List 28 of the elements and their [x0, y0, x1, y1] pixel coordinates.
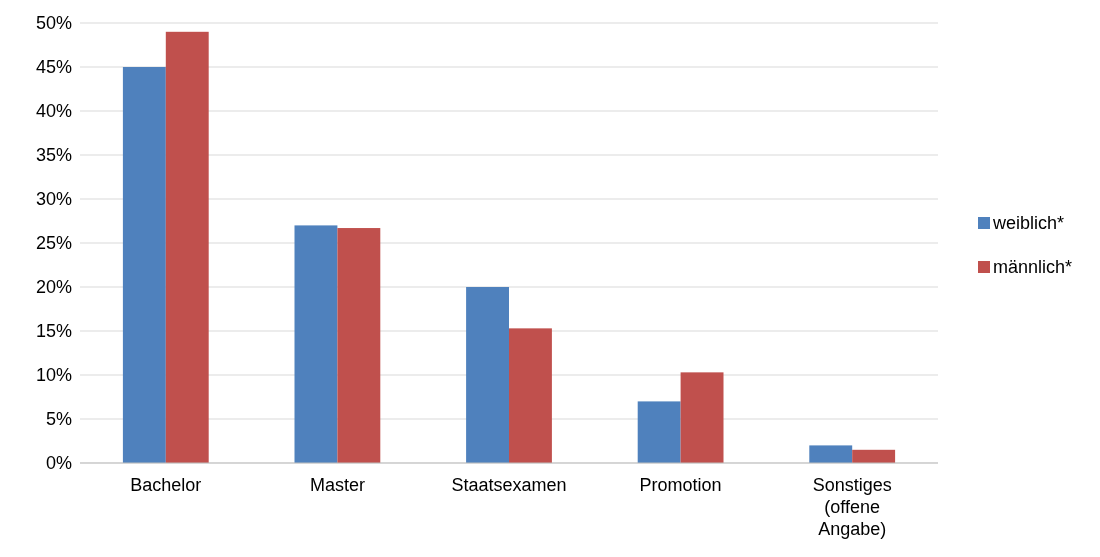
bar: [122, 67, 166, 463]
x-tick-label: Sonstiges (offene Angabe): [812, 475, 892, 539]
bar: [852, 449, 896, 463]
y-tick-label: 25%: [35, 233, 72, 254]
y-tick-label: 35%: [35, 145, 72, 166]
x-tick-label: Promotion: [639, 475, 722, 495]
y-tick-label: 30%: [35, 189, 72, 210]
y-tick-label: 40%: [35, 101, 72, 122]
bar: [165, 31, 209, 463]
bar: [509, 328, 552, 463]
y-tick-label: 0%: [45, 453, 72, 474]
bar: [337, 228, 381, 463]
y-tick-label: 50%: [35, 13, 72, 34]
x-tick-label: Staatsexamen: [451, 475, 567, 495]
x-tick-label: Bachelor: [130, 475, 202, 495]
bar: [294, 225, 338, 463]
legend-label: männlich*: [993, 257, 1073, 278]
y-tick-label: 45%: [35, 57, 72, 78]
bar: [466, 287, 509, 463]
bar: [680, 372, 724, 463]
y-tick-label: 5%: [45, 409, 72, 430]
bar: [809, 445, 853, 463]
y-tick-label: 20%: [35, 277, 72, 298]
y-tick-label: 15%: [35, 321, 72, 342]
bar: [637, 401, 681, 463]
y-tick-label: 10%: [35, 365, 72, 386]
legend-label: weiblich*: [992, 213, 1065, 234]
x-tick-label: Master: [309, 475, 365, 495]
